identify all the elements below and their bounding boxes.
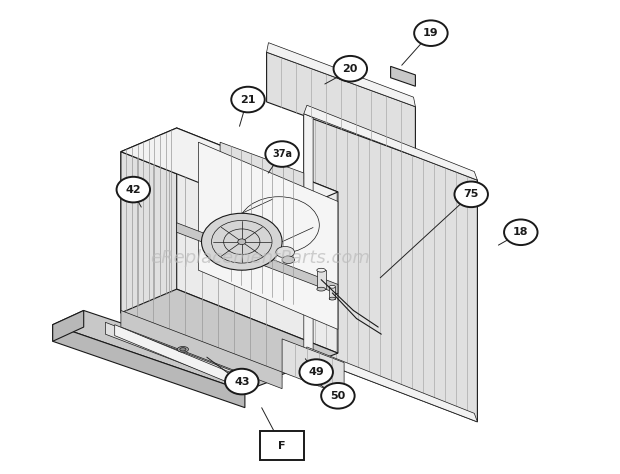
Polygon shape <box>304 114 313 359</box>
Ellipse shape <box>238 239 246 245</box>
Polygon shape <box>267 52 415 156</box>
Text: 49: 49 <box>308 367 324 377</box>
Polygon shape <box>220 142 304 308</box>
Ellipse shape <box>282 256 294 264</box>
FancyBboxPatch shape <box>260 431 304 460</box>
Circle shape <box>454 182 488 207</box>
Polygon shape <box>177 128 338 353</box>
Text: F: F <box>278 440 286 451</box>
Text: 21: 21 <box>241 94 255 105</box>
Polygon shape <box>121 128 338 216</box>
Polygon shape <box>177 223 338 294</box>
Ellipse shape <box>202 213 282 270</box>
Ellipse shape <box>317 268 326 272</box>
Polygon shape <box>304 105 477 180</box>
Polygon shape <box>317 270 326 289</box>
Text: 50: 50 <box>330 391 345 401</box>
Text: 19: 19 <box>423 28 439 38</box>
Text: 20: 20 <box>343 64 358 74</box>
Text: 18: 18 <box>513 227 528 237</box>
Polygon shape <box>267 43 415 107</box>
Text: 43: 43 <box>234 376 249 387</box>
Circle shape <box>117 177 150 202</box>
Text: eReplacementParts.com: eReplacementParts.com <box>151 249 370 267</box>
Polygon shape <box>121 128 177 313</box>
Ellipse shape <box>329 297 335 300</box>
Polygon shape <box>121 289 338 374</box>
Circle shape <box>414 20 448 46</box>
Text: 37a: 37a <box>272 149 292 159</box>
Polygon shape <box>391 66 415 86</box>
Circle shape <box>504 219 538 245</box>
Circle shape <box>225 369 259 394</box>
Ellipse shape <box>276 246 294 258</box>
Circle shape <box>299 359 333 385</box>
Ellipse shape <box>177 346 188 352</box>
Ellipse shape <box>317 287 326 291</box>
Ellipse shape <box>180 348 186 351</box>
Ellipse shape <box>329 285 335 288</box>
Text: 75: 75 <box>464 189 479 200</box>
Polygon shape <box>121 152 282 374</box>
Circle shape <box>334 56 367 82</box>
Text: 42: 42 <box>125 184 141 195</box>
Circle shape <box>265 141 299 167</box>
Polygon shape <box>329 287 335 299</box>
Polygon shape <box>198 142 338 329</box>
Circle shape <box>321 383 355 409</box>
Polygon shape <box>53 310 84 341</box>
Polygon shape <box>121 310 282 389</box>
Polygon shape <box>53 310 282 391</box>
Polygon shape <box>53 325 245 408</box>
Polygon shape <box>282 339 344 396</box>
Polygon shape <box>115 325 239 387</box>
Polygon shape <box>304 114 477 422</box>
Circle shape <box>231 87 265 112</box>
Polygon shape <box>304 347 477 422</box>
Polygon shape <box>105 322 248 389</box>
